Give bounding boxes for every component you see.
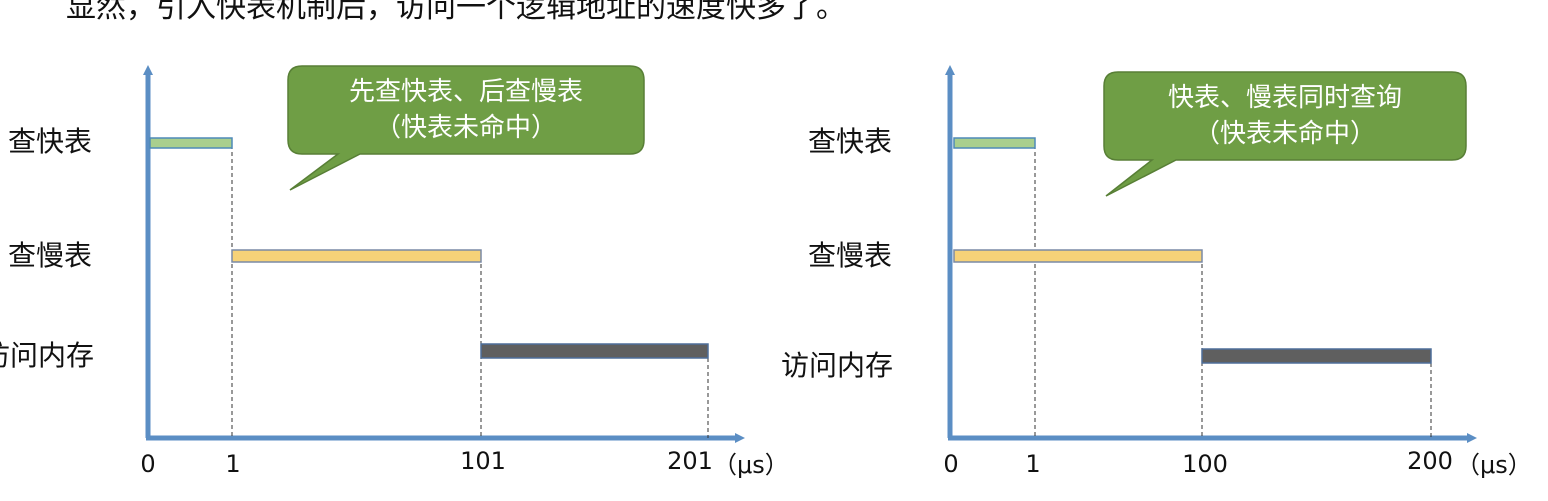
category-label-slow-table: 查慢表	[8, 239, 93, 272]
callout-line-1: 快表、慢表同时查询	[1167, 83, 1402, 113]
bar-memory-access	[1201, 348, 1432, 364]
diagram-1	[143, 65, 745, 443]
tick-label: 101	[460, 447, 506, 475]
tick-label: 100	[1182, 450, 1228, 478]
callout-text: 快表、慢表同时查询 （快表未命中）	[1106, 80, 1464, 152]
tick-label: 1	[225, 450, 241, 478]
callout-line-2: （快表未命中）	[374, 113, 557, 143]
category-label-memory-access: 访问内存	[781, 349, 894, 382]
callout-bubble	[1103, 71, 1467, 197]
category-label-fast-table: 查快表	[808, 125, 893, 158]
bar-slow-table	[231, 249, 482, 263]
callout-line-2: （快表未命中）	[1193, 119, 1376, 149]
bar-slow-table	[953, 249, 1203, 263]
tick-label: 0	[140, 450, 156, 478]
bar-fast-table	[953, 137, 1036, 149]
unit-label: （μs）	[1456, 451, 1532, 479]
unit-label: （μs）	[713, 451, 789, 479]
bar-fast-table	[149, 137, 233, 149]
callout-bubble	[287, 65, 645, 191]
bar-memory-access	[480, 343, 709, 359]
tick-label: 1	[1025, 450, 1041, 478]
diagram-2	[945, 65, 1477, 443]
tick-label: 201	[667, 447, 713, 475]
intro-text: 显然，引入快表机制后，访问一个逻辑地址的速度快多了。	[66, 0, 846, 25]
tick-label: 200	[1407, 447, 1453, 475]
category-label-fast-table: 查快表	[8, 125, 93, 158]
callout-text: 先查快表、后查慢表 （快表未命中）	[290, 74, 642, 146]
tick-label: 0	[943, 450, 959, 478]
category-label-slow-table: 查慢表	[808, 239, 893, 272]
callout-line-1: 先查快表、后查慢表	[348, 77, 583, 107]
category-label-memory-access: 访问内存	[0, 339, 95, 372]
